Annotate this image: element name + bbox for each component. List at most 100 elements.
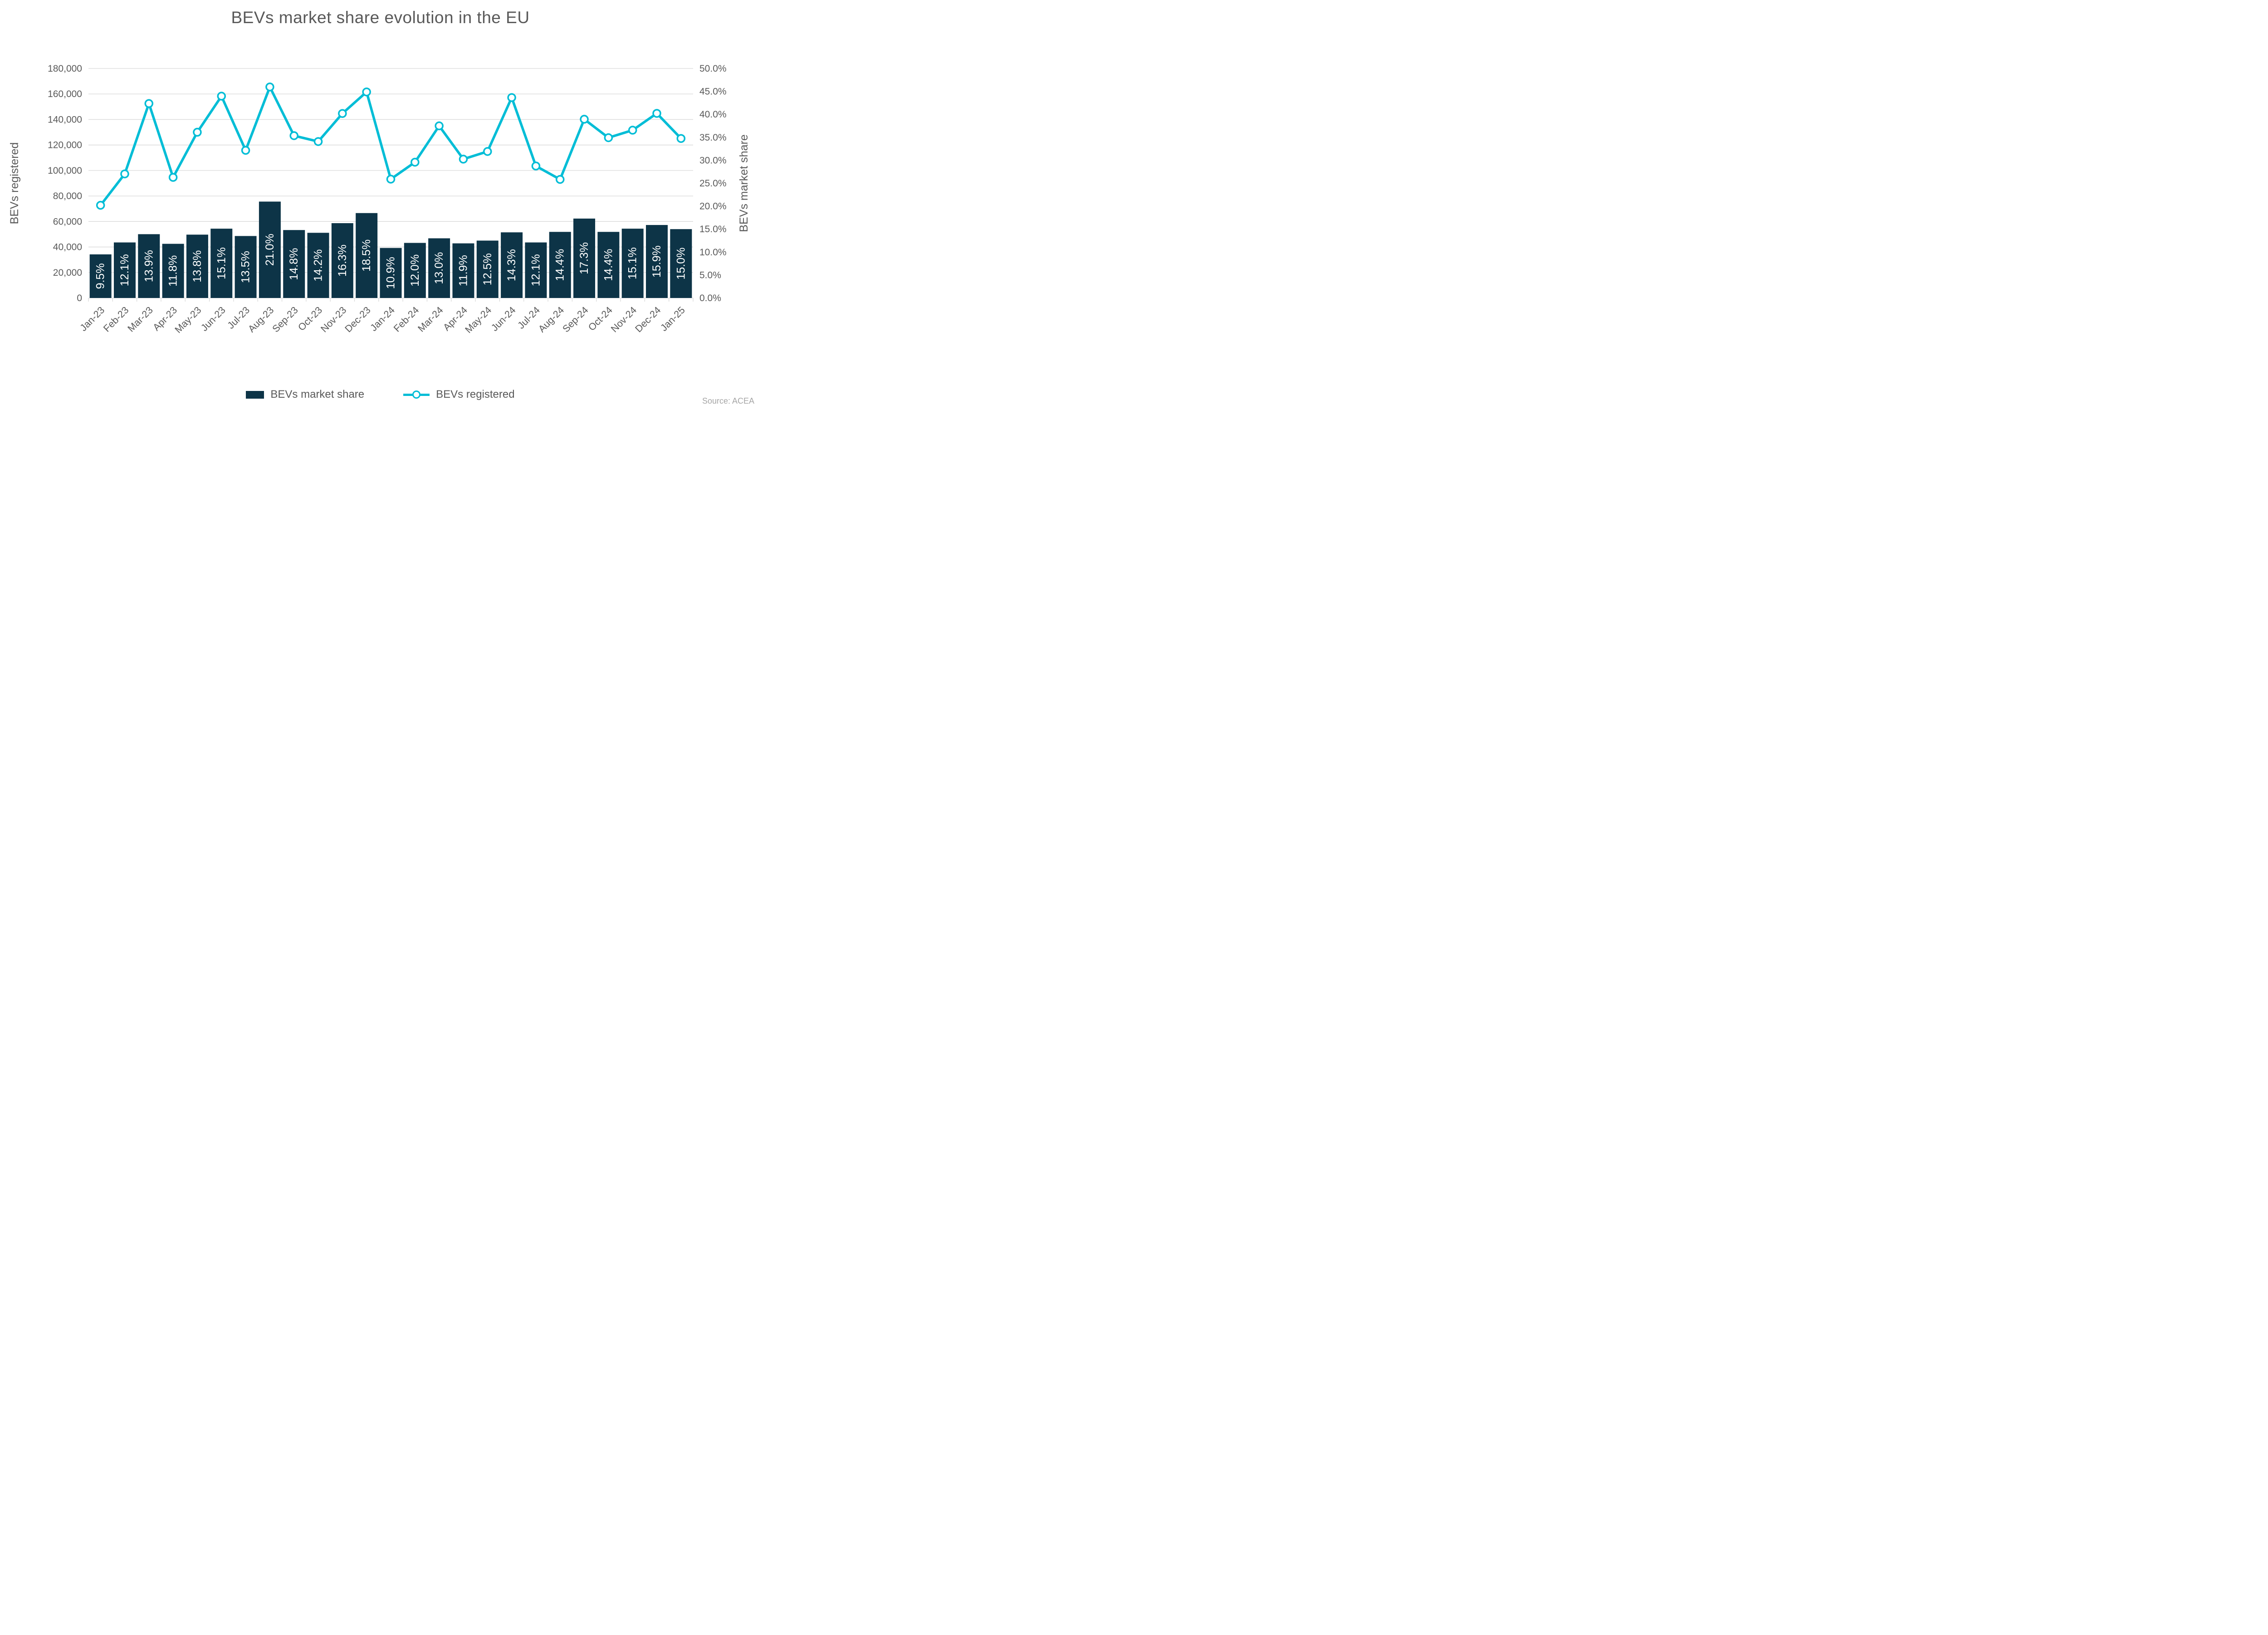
right-axis-title: BEVs market share <box>738 134 750 232</box>
line-marker <box>628 126 637 135</box>
right-tick-label: 0.0% <box>699 293 721 303</box>
right-tick-label: 35.0% <box>699 132 727 143</box>
line-series-swatch <box>403 390 430 399</box>
x-tick-label: Jan-24 <box>368 305 397 333</box>
bar-label: 12.1% <box>529 254 542 286</box>
bar <box>283 230 305 298</box>
bar <box>404 243 426 298</box>
left-tick-label: 40,000 <box>53 242 82 253</box>
x-tick-label: Feb-23 <box>101 305 131 334</box>
right-tick-label: 20.0% <box>699 201 727 212</box>
left-tick-label: 100,000 <box>48 166 82 176</box>
bar-label: 15.1% <box>215 247 228 279</box>
left-tick-label: 180,000 <box>48 63 82 74</box>
right-tick-label: 5.0% <box>699 270 721 280</box>
line-marker <box>217 92 226 101</box>
line-marker <box>120 169 129 179</box>
bar <box>476 240 499 298</box>
x-tick-label: May-24 <box>463 305 494 336</box>
x-tick-label: Dec-23 <box>343 305 373 335</box>
line-marker <box>168 173 178 182</box>
bar <box>162 244 184 298</box>
bar-label: 10.9% <box>385 257 397 289</box>
bar <box>307 233 329 298</box>
bar-label: 21.0% <box>264 234 276 266</box>
left-tick-label: 80,000 <box>53 191 82 201</box>
bar <box>621 229 644 298</box>
bar-label: 15.1% <box>626 247 639 279</box>
x-tick-label: Sep-24 <box>561 305 591 335</box>
bar-label: 14.4% <box>602 249 615 281</box>
bar-label: 12.1% <box>118 254 131 286</box>
bar-label: 13.9% <box>142 250 155 282</box>
x-tick-label: Jan-25 <box>658 305 687 333</box>
x-tick-label: Mar-24 <box>416 305 445 334</box>
bar-label: 15.0% <box>675 248 687 280</box>
bar <box>428 238 450 298</box>
line-marker <box>289 131 298 140</box>
line-marker <box>313 137 323 146</box>
bar <box>597 232 620 298</box>
combo-chart-plot: 0 20,000 40,000 60,000 80,000 100,000 120,000 1… <box>8 63 750 336</box>
line-marker <box>676 134 686 143</box>
x-tick-label: Jun-24 <box>489 305 518 333</box>
bar-label: 11.9% <box>457 255 469 286</box>
line-marker-icon <box>412 390 421 399</box>
legend: BEVs market share BEVs registered <box>0 388 761 401</box>
line-series <box>99 86 682 206</box>
bar <box>259 201 281 298</box>
bar-label: 14.3% <box>505 249 518 281</box>
bar <box>356 213 378 298</box>
right-tick-label: 10.0% <box>699 247 727 258</box>
line-marker <box>580 115 589 124</box>
bar <box>549 232 571 298</box>
line-marker <box>604 133 613 142</box>
line-marker <box>652 109 661 118</box>
x-tick-label: Mar-23 <box>126 305 155 334</box>
line-marker <box>144 99 154 108</box>
bar-series-swatch <box>246 390 264 399</box>
line-marker <box>386 175 396 184</box>
left-tick-label: 160,000 <box>48 89 82 99</box>
bar-label: 13.5% <box>240 251 252 283</box>
bar <box>646 225 668 298</box>
right-tick-label: 40.0% <box>699 109 727 120</box>
legend-label-registered: BEVs registered <box>436 388 515 400</box>
left-axis-title: BEVs registered <box>8 142 21 225</box>
bar <box>380 248 402 298</box>
bar <box>452 243 474 298</box>
bar-label: 18.5% <box>360 239 373 272</box>
x-tick-label: May-23 <box>173 305 204 336</box>
bar <box>331 223 353 298</box>
bar-label: 14.2% <box>312 249 325 282</box>
line-marker <box>483 147 492 156</box>
x-tick-label: Jan-23 <box>78 305 107 333</box>
bar <box>501 232 523 298</box>
source-credit: Source: ACEA <box>702 396 754 405</box>
left-tick-label: 140,000 <box>48 114 82 125</box>
bar <box>525 242 547 298</box>
bar-label: 15.9% <box>650 245 663 278</box>
x-tick-label: Aug-23 <box>246 305 276 335</box>
bar <box>113 242 136 298</box>
x-tick-label: Feb-24 <box>391 305 421 334</box>
right-tick-label: 25.0% <box>699 178 727 189</box>
x-tick-label: Nov-24 <box>609 305 639 335</box>
bar-label: 13.0% <box>433 252 445 284</box>
line-marker <box>338 109 347 118</box>
chart-title: BEVs market share evolution in the EU <box>231 8 530 27</box>
line-marker <box>241 146 250 155</box>
bar-label: 12.5% <box>481 253 494 285</box>
bar-label: 12.0% <box>409 254 421 287</box>
line-marker <box>435 121 444 131</box>
x-tick-label: Aug-24 <box>536 305 566 335</box>
right-tick-label: 45.0% <box>699 87 727 97</box>
right-tick-label: 50.0% <box>699 63 727 74</box>
right-tick-label: 15.0% <box>699 224 727 234</box>
x-tick-label: Dec-24 <box>633 305 663 335</box>
line-marker <box>362 87 371 97</box>
left-tick-label: 20,000 <box>53 268 82 278</box>
bar-label: 9.5% <box>94 263 107 289</box>
bar <box>89 254 112 298</box>
bar-label: 17.3% <box>578 242 591 274</box>
